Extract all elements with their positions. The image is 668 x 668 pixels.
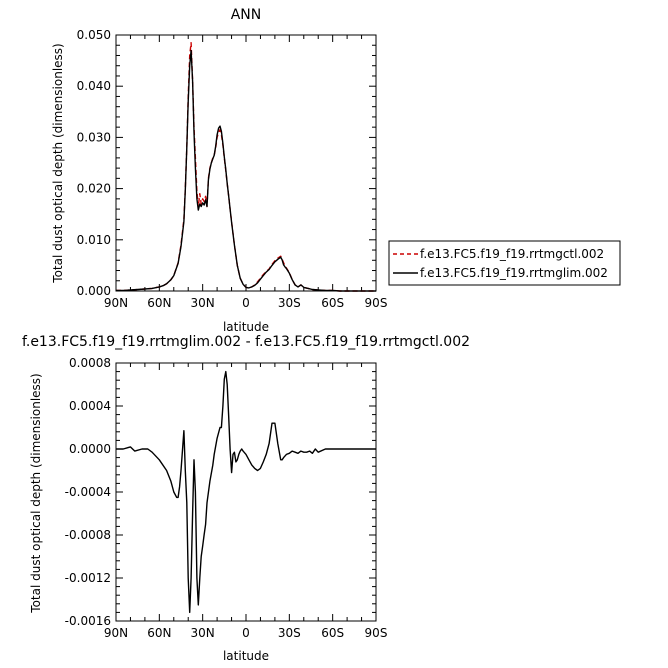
- bottom-x-tick-label: 90S: [365, 626, 388, 640]
- top-y-tick-label: 0.010: [77, 233, 111, 247]
- top-plot-frame: [115, 34, 377, 292]
- top-panel: ANN Total dust optical depth (dimensionl…: [51, 7, 621, 334]
- bottom-y-tick-label: -0.0008: [65, 528, 111, 542]
- bottom-x-tick-label: 30N: [191, 626, 215, 640]
- bottom-chart-title: f.e13.FC5.f19_f19.rrtmglim.002 - f.e13.F…: [22, 334, 470, 350]
- legend-box: [388, 240, 621, 286]
- top-y-tick-label: 0.040: [77, 79, 111, 93]
- legend: f.e13.FC5.f19_f19.rrtmgctl.002 f.e13.FC5…: [388, 240, 621, 286]
- bottom-series-group: [116, 370, 376, 614]
- bottom-x-tick-label: 60S: [321, 626, 344, 640]
- bottom-y-tick-label: -0.0012: [65, 571, 111, 585]
- top-series-line-0: [116, 42, 376, 292]
- bottom-y-tick-label: 0.0000: [69, 442, 111, 456]
- bottom-panel: f.e13.FC5.f19_f19.rrtmglim.002 - f.e13.F…: [22, 334, 470, 663]
- bottom-x-tick-label: 0: [242, 626, 250, 640]
- top-x-tick-label: 90N: [104, 296, 128, 310]
- bottom-series-line-0: [116, 370, 376, 614]
- legend-label-lim: f.e13.FC5.f19_f19.rrtmglim.002: [420, 266, 608, 280]
- bottom-x-axis-label: latitude: [223, 649, 269, 663]
- bottom-x-tick-label: 30S: [278, 626, 301, 640]
- bottom-y-tick-label: 0.0008: [69, 356, 111, 370]
- top-ticks: 90N 60N 30N 0 30S 60S 90S 0.000 0.010 0.020 0.030 0…: [77, 28, 388, 310]
- bottom-ticks: 90N 60N 30N 0 30S 60S 90S -0.0016 -0.0012 -0.0008…: [65, 356, 388, 640]
- top-x-axis-label: latitude: [223, 320, 269, 334]
- bottom-y-tick-label: -0.0004: [65, 485, 111, 499]
- bottom-x-tick-label: 90N: [104, 626, 128, 640]
- top-series-group: [116, 42, 376, 292]
- bottom-y-tick-label: 0.0004: [69, 399, 111, 413]
- top-series-line-1: [116, 49, 376, 292]
- top-x-tick-label: 30S: [278, 296, 301, 310]
- legend-label-ctl: f.e13.FC5.f19_f19.rrtmgctl.002: [420, 247, 604, 261]
- top-x-tick-label: 0: [242, 296, 250, 310]
- top-chart-title: ANN: [231, 7, 262, 23]
- top-x-tick-label: 30N: [191, 296, 215, 310]
- top-x-tick-label: 60N: [147, 296, 171, 310]
- bottom-y-tick-label: -0.0016: [65, 614, 111, 628]
- top-y-tick-label: 0.050: [77, 28, 111, 42]
- bottom-x-tick-label: 60N: [147, 626, 171, 640]
- bottom-plot-frame: [115, 362, 377, 622]
- top-y-tick-label: 0.000: [77, 284, 111, 298]
- top-x-tick-label: 60S: [321, 296, 344, 310]
- top-y-tick-label: 0.030: [77, 130, 111, 144]
- top-x-tick-label: 90S: [365, 296, 388, 310]
- bottom-y-axis-label: Total dust optical depth (dimensionless): [29, 373, 43, 613]
- top-y-axis-label: Total dust optical depth (dimensionless): [51, 43, 65, 283]
- top-y-tick-label: 0.020: [77, 182, 111, 196]
